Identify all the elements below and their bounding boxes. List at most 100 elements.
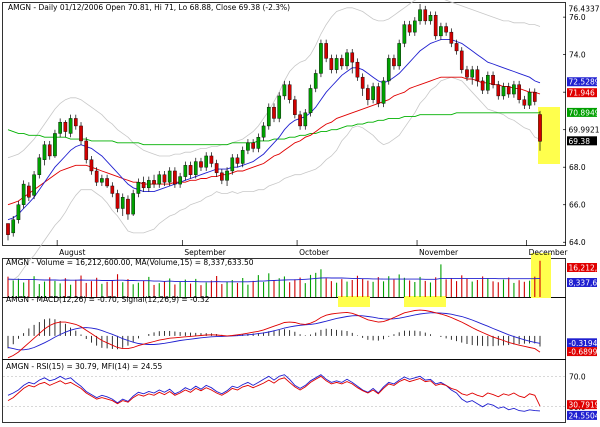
candle-body	[162, 174, 167, 183]
candle	[402, 20, 407, 48]
candle	[392, 54, 396, 70]
candle	[240, 146, 245, 168]
candle	[282, 80, 287, 100]
candle	[141, 176, 146, 192]
candle-body	[21, 183, 26, 205]
candle-body	[397, 43, 401, 67]
candle	[538, 110, 542, 151]
candle-body	[308, 88, 313, 114]
price-tick-label: 68.0	[569, 163, 586, 172]
candle	[79, 122, 83, 145]
candle	[376, 82, 381, 108]
candle-body	[136, 182, 141, 194]
candle	[16, 200, 21, 224]
tag-bollinger-upper-bg	[567, 3, 597, 13]
candle-body	[120, 197, 125, 209]
bollinger-upper-line	[7, 0, 541, 159]
candle	[454, 39, 459, 55]
volume-label: AMGN - Volume = 16,212,600.00, MA(Volume…	[6, 258, 254, 267]
candle-body	[94, 170, 99, 183]
candle	[486, 71, 490, 95]
candle	[475, 65, 480, 87]
candle	[178, 172, 182, 188]
candle-body	[423, 9, 428, 22]
tag-mfi-bg	[567, 410, 597, 420]
candle	[256, 133, 261, 153]
tag-rsi-bg	[567, 400, 597, 410]
candle-body	[506, 86, 511, 95]
tag-ma-blue: 72.5289	[569, 78, 600, 87]
candle	[522, 95, 527, 110]
tag-ma-red: 71.946	[569, 89, 595, 98]
tag-mfi: 24.5504	[569, 411, 600, 420]
candle-body	[486, 75, 490, 91]
candle	[491, 71, 495, 89]
candle-body	[522, 99, 527, 106]
chart-title: AMGN - Daily 01/12/2006 Open 70.81, Hi 7…	[8, 3, 290, 12]
candle-body	[501, 86, 506, 97]
candle-body	[225, 170, 229, 181]
candle-body	[6, 223, 10, 235]
candle-body	[439, 26, 443, 37]
candle-body	[193, 161, 198, 175]
rsi-line	[7, 375, 541, 407]
candle	[94, 167, 99, 186]
tag-bollinger-upper: 76.4337	[569, 4, 600, 13]
candle	[360, 73, 365, 96]
candle-body	[413, 20, 417, 33]
candle-body	[293, 99, 297, 115]
candle-body	[79, 125, 83, 142]
candle	[517, 80, 521, 104]
candle-body	[246, 142, 250, 151]
candle-body	[491, 75, 495, 85]
candle	[47, 140, 52, 160]
rsi-label: AMGN - RSI(15) = 30.79, MFI(14) = 24.55	[6, 362, 163, 371]
candle	[183, 161, 188, 181]
candle	[319, 39, 323, 78]
candle	[407, 20, 412, 36]
candle-body	[115, 193, 120, 209]
candle-body	[183, 165, 188, 177]
candle-body	[110, 185, 115, 194]
candle-body	[496, 84, 501, 97]
candle	[277, 92, 282, 123]
candle-body	[371, 86, 375, 100]
highlight-boxes	[338, 107, 560, 307]
candle-body	[287, 84, 292, 100]
candle-body	[214, 163, 219, 174]
candle-body	[532, 91, 537, 102]
candle-body	[334, 58, 339, 70]
price-tick-label: 64.0	[569, 238, 586, 247]
candle	[308, 84, 313, 117]
candle	[496, 80, 501, 100]
macd-panel	[7, 309, 541, 359]
month-label: September	[184, 248, 226, 257]
candle-body	[188, 165, 193, 175]
month-label: December	[529, 248, 569, 257]
candle	[120, 193, 125, 216]
candle-body	[272, 106, 276, 119]
candle	[21, 180, 26, 209]
candle-body	[261, 125, 266, 138]
candle-body	[209, 155, 214, 164]
candle	[42, 140, 47, 166]
candle-body	[366, 88, 370, 100]
candle	[246, 139, 250, 155]
candle-body	[444, 26, 448, 33]
candle-body	[277, 95, 282, 119]
candle-body	[68, 118, 73, 134]
candle-body	[319, 43, 323, 74]
tag-ma-green: 70.8949	[569, 108, 600, 117]
month-axis: August September October November December	[56, 240, 569, 257]
candle	[220, 169, 224, 185]
candle-body	[381, 80, 386, 104]
candle-body	[459, 50, 464, 70]
candle	[230, 154, 235, 175]
candle-body	[517, 84, 521, 100]
candle-body	[37, 157, 42, 175]
candle-body	[53, 133, 57, 157]
candle-body	[47, 144, 52, 157]
candle	[84, 137, 89, 164]
candle	[527, 88, 532, 110]
candle	[115, 189, 120, 213]
